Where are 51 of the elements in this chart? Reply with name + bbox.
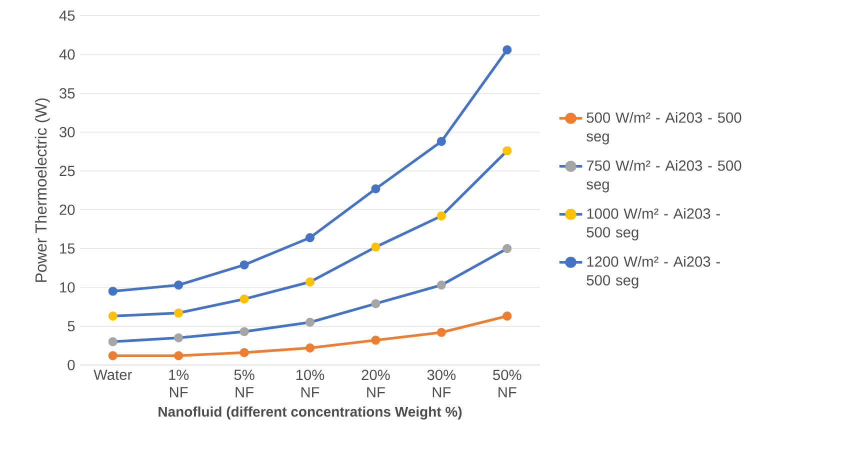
point [436, 280, 446, 290]
point [240, 260, 249, 270]
point [108, 337, 118, 346]
point [502, 244, 512, 254]
point [502, 146, 512, 156]
point [108, 312, 118, 321]
point [371, 184, 380, 194]
y-tick-label: 30 [60, 126, 75, 138]
legend-label: 1200 W/m² - Ai203 - 500 seg [586, 256, 720, 288]
point [371, 242, 380, 252]
point [305, 343, 315, 352]
point [174, 351, 184, 360]
x-tick-label: 30% NF [427, 370, 456, 398]
point [371, 336, 380, 345]
y-axis-title: Power Thermoelectric (W) [34, 98, 50, 282]
legend-label: 1000 W/m² - Ai203 - 500 seg [586, 208, 720, 240]
point [174, 308, 184, 318]
point [240, 327, 249, 336]
x-tick-label: 5% NF [234, 370, 254, 398]
point [305, 318, 315, 327]
y-tick-label: 15 [60, 243, 75, 254]
y-tick-label: 25 [60, 166, 75, 176]
x-tick-label: 1% NF [169, 370, 189, 398]
x-tick-label: 50% NF [493, 370, 522, 398]
legend-label: 500 W/m² - Ai203 - 500 seg [586, 112, 742, 144]
point [436, 328, 446, 337]
point [436, 211, 446, 220]
point [305, 277, 315, 286]
x-tick-label: 20% NF [362, 370, 390, 398]
x-axis-title: Nanofluid (different concentrations Weight %) [158, 406, 462, 420]
y-tick-label: 5 [68, 321, 75, 332]
y-tick-label: 10 [60, 282, 75, 293]
x-tick-label: Water [94, 370, 132, 380]
point [305, 233, 315, 242]
point [240, 348, 249, 358]
y-tick-label: 45 [59, 10, 75, 21]
legend-label: 750 W/m² - Ai203 - 500 seg [586, 160, 742, 192]
point [174, 280, 184, 290]
point [108, 351, 118, 360]
point [502, 312, 512, 321]
y-tick-label: 40 [59, 49, 75, 60]
point [502, 45, 512, 54]
point [174, 333, 184, 342]
y-tick-label: 20 [60, 204, 75, 215]
point [371, 299, 380, 308]
y-tick-label: 0 [68, 360, 75, 370]
y-tick-label: 35 [60, 88, 75, 98]
point [240, 294, 249, 304]
point [108, 286, 118, 296]
x-tick-label: 10% NF [296, 370, 324, 398]
point [436, 136, 446, 146]
